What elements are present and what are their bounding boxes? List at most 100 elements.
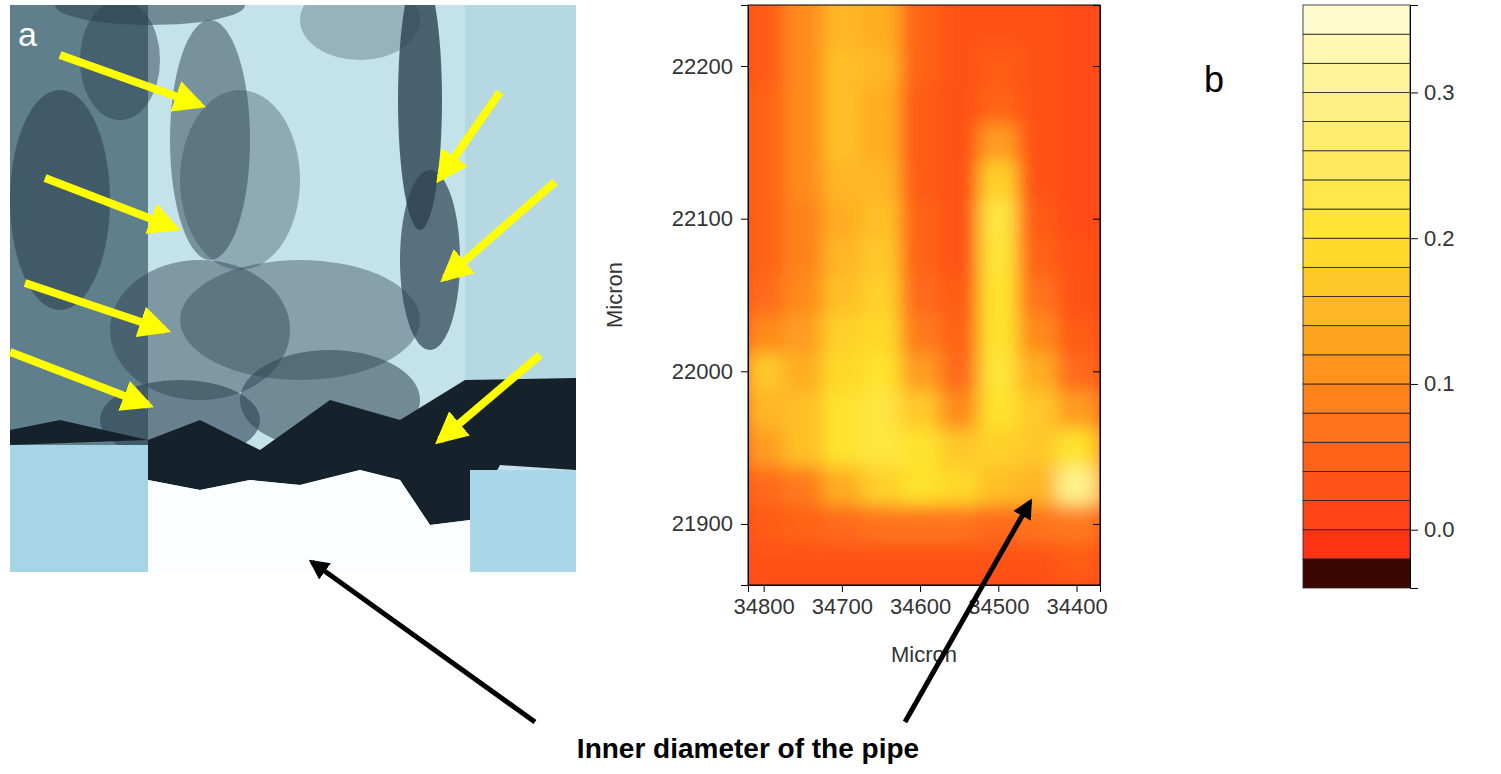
- tick-label: 0.0: [1424, 517, 1455, 542]
- heatmap-cell: [901, 276, 941, 315]
- heatmap-cell: [940, 238, 980, 277]
- tick-label: 34400: [1046, 594, 1107, 619]
- heatmap-cell: [1018, 276, 1058, 315]
- photo-pipe-bore: [148, 470, 470, 572]
- heatmap-cell: [1057, 390, 1097, 429]
- heatmap-cell: [1096, 467, 1100, 506]
- heatmap-cell: [748, 123, 784, 162]
- tick: [1093, 219, 1100, 220]
- heatmap-cell: [979, 352, 1019, 391]
- heatmap-cell: [979, 238, 1019, 277]
- heatmap-cell: [1096, 429, 1100, 468]
- heatmap-cell: [1057, 161, 1097, 200]
- heatmap-cell: [1057, 352, 1097, 391]
- heatmap-cell: [1057, 47, 1097, 86]
- heatmap-cell: [783, 85, 823, 124]
- heatmap-cell: [822, 543, 862, 582]
- heatmap-cell: [979, 390, 1019, 429]
- heatmap-cell: [1018, 314, 1058, 353]
- heatmap-cell: [940, 200, 980, 239]
- color-bar-band: [1303, 471, 1410, 500]
- tick: 22000: [672, 359, 748, 384]
- heatmap-cell: [940, 505, 980, 544]
- heatmap-cell: [861, 314, 901, 353]
- color-bar-band: [1303, 326, 1410, 355]
- tick-mark: [1093, 524, 1100, 525]
- tick: 0.0: [1410, 517, 1455, 542]
- heatmap-cell: [822, 390, 862, 429]
- tick: 34600: [890, 585, 951, 619]
- heatmap-cell: [822, 352, 862, 391]
- heatmap-cell: [783, 581, 823, 585]
- plot-background: [748, 5, 1100, 585]
- heatmap-cell: [901, 390, 941, 429]
- heatmap-cell: [979, 276, 1019, 315]
- heatmap-cell: [901, 85, 941, 124]
- tick: 22200: [672, 54, 748, 79]
- photo-dark-region: [300, 5, 420, 60]
- color-bar-band: [1303, 180, 1410, 209]
- heatmap-cell: [940, 543, 980, 582]
- arrow: [312, 562, 535, 722]
- heatmap-cell: [822, 276, 862, 315]
- heatmap-cell: [783, 47, 823, 86]
- heatmap-cell: [1096, 123, 1100, 162]
- tick-label: 0.3: [1424, 80, 1455, 105]
- plot-area: [748, 5, 1100, 585]
- tick: 34400: [1046, 585, 1107, 619]
- tick: 0.2: [1410, 226, 1455, 251]
- color-bar-band: [1303, 63, 1410, 92]
- heatmap-cell: [901, 5, 941, 9]
- heatmap-cell: [940, 47, 980, 86]
- color-bar-band: [1303, 151, 1410, 180]
- heatmap-cell: [1096, 238, 1100, 277]
- heatmap-cell: [1096, 85, 1100, 124]
- tick-label: 34600: [890, 594, 951, 619]
- color-bar-band: [1303, 384, 1410, 413]
- heatmap-cell: [1057, 238, 1097, 277]
- color-bar-band: [1303, 267, 1410, 296]
- heatmap-cell: [822, 161, 862, 200]
- panel-label: b: [1204, 59, 1224, 100]
- color-bar-band: [1303, 413, 1410, 442]
- tick: 22100: [672, 206, 748, 231]
- heatmap-cell: [940, 390, 980, 429]
- heatmap-cell: [861, 200, 901, 239]
- heatmap-cell: [940, 123, 980, 162]
- color-bar-band: [1303, 442, 1410, 471]
- heatmap-cell: [1018, 200, 1058, 239]
- heatmap-cell: [979, 5, 1019, 9]
- heatmap-cell: [940, 467, 980, 506]
- cells: [748, 5, 1100, 585]
- heatmap-cell: [901, 467, 941, 506]
- panel-label: a: [18, 15, 37, 53]
- heatmap-cell: [1018, 352, 1058, 391]
- heatmap-cell: [940, 5, 980, 9]
- photo-right-strip: [465, 5, 576, 385]
- heatmap-cell: [979, 314, 1019, 353]
- tick-label: 21900: [672, 511, 733, 536]
- photo-pipe-bore-left: [10, 445, 148, 572]
- heatmap-cell: [901, 581, 941, 585]
- tick-mark: [1410, 384, 1418, 385]
- heatmap-cell: [940, 85, 980, 124]
- tick-label: 22200: [672, 54, 733, 79]
- heatmap-cell: [822, 467, 862, 506]
- annotation: Inner diameter of the pipe: [577, 733, 919, 764]
- heatmap-cell: [1018, 543, 1058, 582]
- heatmap-cell: [783, 314, 823, 353]
- heatmap-cell: [901, 543, 941, 582]
- heatmap-cell: [1096, 581, 1100, 585]
- heatmap-cell: [1096, 9, 1100, 48]
- heatmap-cell: [1018, 467, 1058, 506]
- tick-mark: [1410, 238, 1418, 239]
- tick-mark: [1077, 585, 1078, 592]
- heatmap-cell: [861, 47, 901, 86]
- heatmap-cell: [1057, 200, 1097, 239]
- tick: [1093, 371, 1100, 372]
- heatmap-cell: [822, 5, 862, 9]
- heatmap-cell: [1018, 5, 1058, 9]
- heatmap-cell: [979, 9, 1019, 48]
- heatmap-cell: [1096, 161, 1100, 200]
- heatmap-cell: [940, 429, 980, 468]
